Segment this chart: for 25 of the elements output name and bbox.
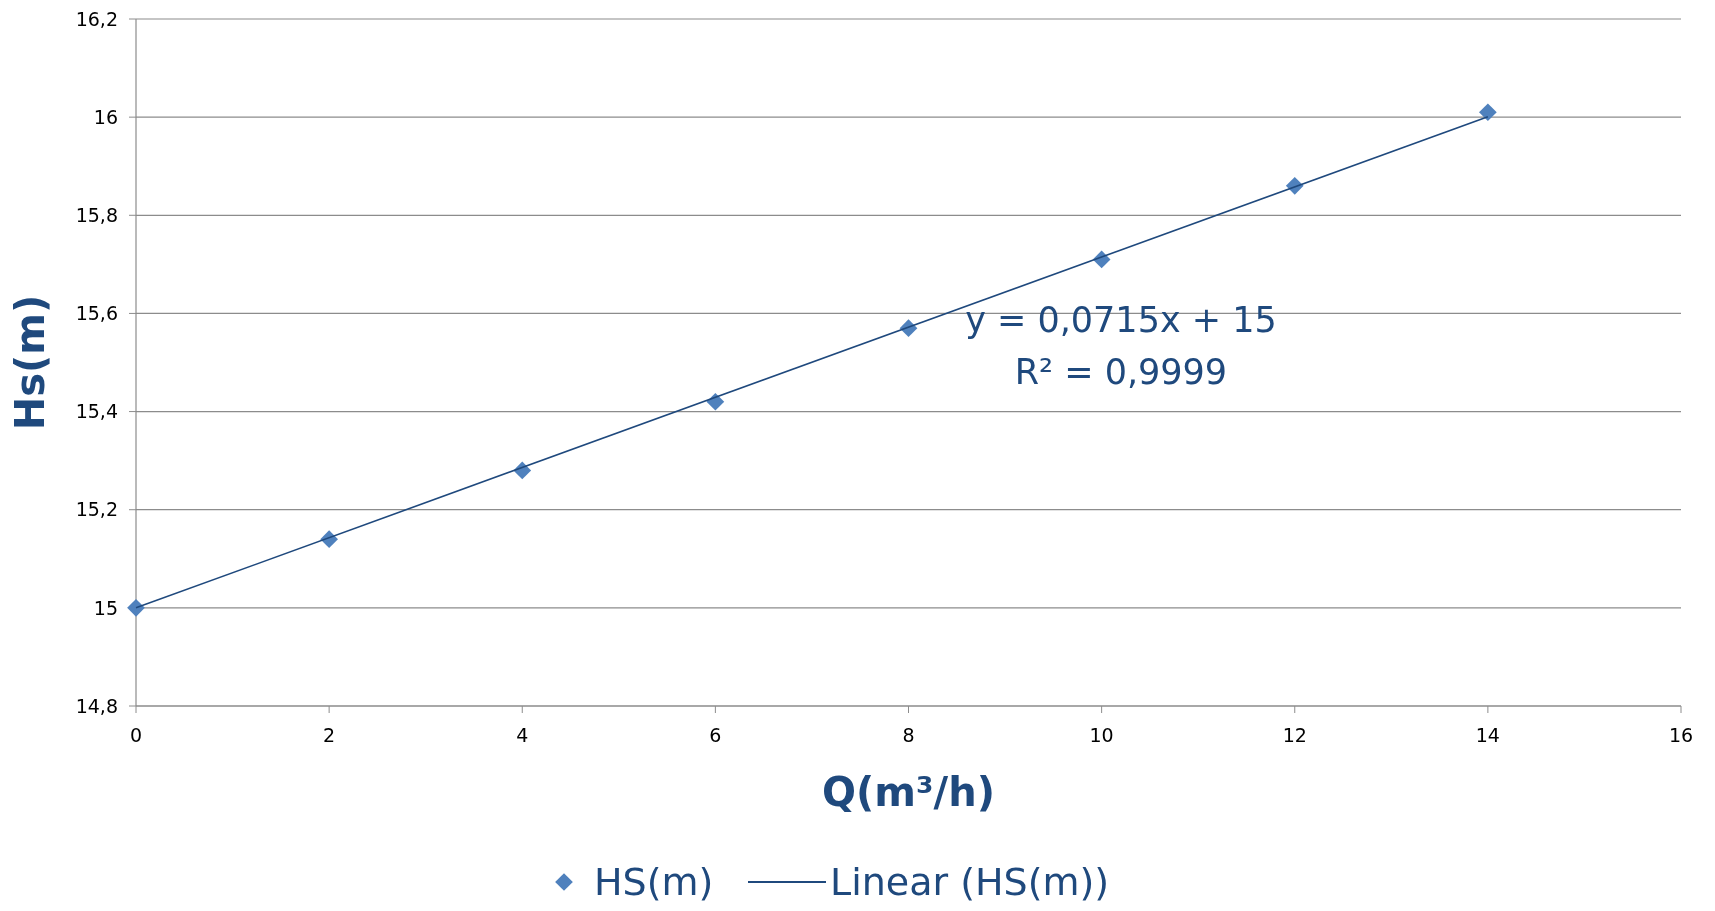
x-tick-label: 2 xyxy=(323,724,336,746)
x-axis-title: Q(m³/h) xyxy=(822,769,995,815)
x-tick-label: 16 xyxy=(1668,724,1694,746)
y-tick-label: 14,8 xyxy=(75,694,118,717)
annotation: R² = 0,9999 xyxy=(1014,352,1228,392)
legend-label: Linear (HS(m)) xyxy=(830,860,1110,905)
y-tick-label: 15,8 xyxy=(75,203,118,226)
y-axis-title: Hs(m) xyxy=(7,294,53,431)
point xyxy=(1479,103,1497,122)
y-tick-label: 15,2 xyxy=(75,498,118,521)
y-tick-label: 15,6 xyxy=(75,302,118,325)
legend-label: HS(m) xyxy=(594,860,714,905)
x-tick-label: 12 xyxy=(1282,724,1307,746)
y-tick-label: 16 xyxy=(93,105,118,128)
x-tick-label: 10 xyxy=(1089,724,1114,746)
x-tick-label: 14 xyxy=(1475,724,1500,746)
x-tick-label: 8 xyxy=(902,724,915,746)
x-tick-label: 4 xyxy=(516,724,529,746)
y-tick-label: 15,4 xyxy=(75,400,118,423)
point xyxy=(127,599,145,617)
y-tick-label: 16,2 xyxy=(75,7,118,30)
annotation: y = 0,0715x + 15 xyxy=(965,300,1277,340)
y-tick-label: 15 xyxy=(93,596,118,619)
x-tick-label: 0 xyxy=(129,724,143,746)
x-tick-label: 6 xyxy=(709,724,722,746)
